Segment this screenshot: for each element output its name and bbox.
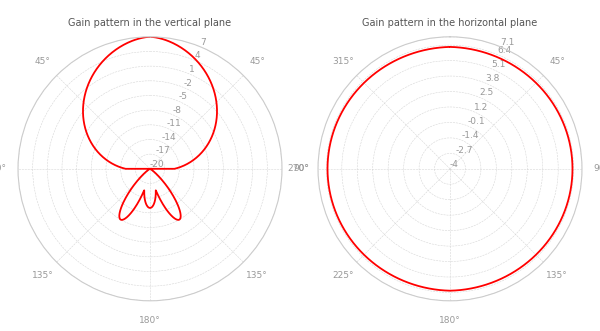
Title: Gain pattern in the vertical plane: Gain pattern in the vertical plane [68, 18, 232, 28]
Title: Gain pattern in the horizontal plane: Gain pattern in the horizontal plane [362, 18, 538, 28]
